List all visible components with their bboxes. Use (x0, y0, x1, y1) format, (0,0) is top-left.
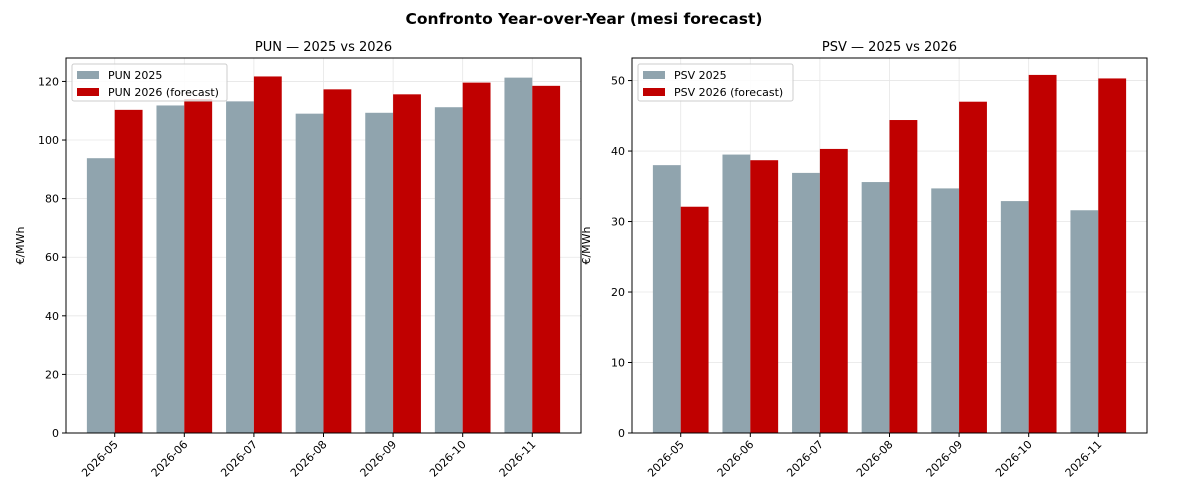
bar-2026-2026-06 (184, 99, 213, 433)
legend-swatch (77, 71, 99, 79)
y-axis-label: €/MWh (14, 226, 27, 264)
bar-2025-2026-07 (792, 172, 820, 434)
chart-panel-2: 0 10 20 30 40 50 2026-05 2026-06 2026-07 2026-08 2… (580, 40, 1148, 480)
bar-2026-2026-10 (1028, 74, 1057, 433)
y-tick-label: 100 (38, 134, 59, 147)
y-tick-label: 10 (611, 357, 625, 370)
legend-swatch (643, 88, 665, 96)
bar-2026-2026-08 (889, 120, 918, 433)
bar-2025-2026-11 (504, 77, 533, 433)
chart-panel-1: 0 20 40 60 80 100 120 2026-05 2026-06 2026-07 2026… (14, 40, 582, 480)
x-tick-label: 2026-05 (645, 438, 687, 480)
bar-2026-2026-05 (114, 109, 143, 433)
x-tick-label: 2026-11 (497, 438, 539, 480)
y-tick-label: 60 (45, 251, 59, 264)
x-tick-label: 2026-06 (715, 438, 757, 480)
chart-title: PSV — 2025 vs 2026 (822, 40, 957, 55)
bar-2026-2026-11 (1098, 78, 1127, 434)
legend-label: PSV 2026 (forecast) (674, 86, 783, 99)
bar-2025-2026-05 (652, 165, 681, 433)
legend-swatch (77, 88, 99, 96)
bar-2025-2026-09 (365, 112, 394, 433)
x-tick-label: 2026-10 (427, 438, 469, 480)
bar-2026-2026-07 (819, 148, 848, 433)
x-tick-label: 2026-07 (218, 438, 260, 480)
y-tick-label: 20 (45, 368, 59, 381)
bar-2026-2026-06 (750, 160, 779, 433)
legend-label: PUN 2026 (forecast) (108, 86, 219, 99)
y-tick-label: 120 (38, 75, 59, 88)
bar-2025-2026-11 (1070, 210, 1099, 433)
legend-box (71, 63, 228, 102)
y-tick-label: 40 (611, 145, 625, 158)
bar-2025-2026-06 (722, 154, 751, 433)
bar-2025-2026-08 (295, 113, 324, 433)
bar-2026-2026-07 (253, 76, 282, 433)
y-axis-label: €/MWh (580, 226, 593, 264)
bar-2026-2026-05 (680, 206, 709, 433)
bar-2025-2026-09 (931, 188, 960, 433)
chart-title: PUN — 2025 vs 2026 (255, 40, 392, 55)
y-tick-label: 80 (45, 193, 59, 206)
legend-label: PUN 2025 (108, 69, 162, 82)
legend: PUN 2025 PUN 2026 (forecast) (71, 63, 228, 102)
legend: PSV 2025 PSV 2026 (forecast) (637, 63, 794, 102)
bar-2026-2026-08 (323, 89, 352, 433)
figure-title: Confronto Year-over-Year (mesi forecast) (406, 10, 763, 28)
x-tick-label: 2026-09 (924, 438, 966, 480)
x-tick-label: 2026-08 (854, 438, 896, 480)
y-tick-label: 20 (611, 286, 625, 299)
y-tick-label: 30 (611, 216, 625, 229)
x-tick-label: 2026-09 (358, 438, 400, 480)
y-tick-label: 40 (45, 310, 59, 323)
bar-2026-2026-11 (532, 85, 561, 433)
legend-swatch (643, 71, 665, 79)
bar-2026-2026-10 (462, 82, 491, 433)
bar-2025-2026-07 (226, 101, 254, 433)
legend-box (637, 63, 794, 102)
bar-2025-2026-06 (156, 105, 185, 433)
bar-2025-2026-05 (86, 158, 115, 433)
x-tick-label: 2026-05 (79, 438, 121, 480)
y-tick-label: 50 (611, 75, 625, 88)
x-tick-label: 2026-08 (288, 438, 330, 480)
y-tick-label: 0 (52, 427, 59, 440)
x-tick-label: 2026-07 (784, 438, 826, 480)
x-tick-label: 2026-10 (993, 438, 1035, 480)
x-tick-label: 2026-11 (1063, 438, 1105, 480)
bar-2025-2026-10 (1000, 201, 1029, 433)
bar-2026-2026-09 (393, 94, 421, 433)
x-tick-label: 2026-06 (149, 438, 191, 480)
y-tick-label: 0 (618, 427, 625, 440)
bar-2026-2026-09 (959, 101, 987, 434)
bar-2025-2026-10 (434, 107, 463, 433)
bar-2025-2026-08 (861, 182, 890, 433)
legend-label: PSV 2025 (674, 69, 727, 82)
